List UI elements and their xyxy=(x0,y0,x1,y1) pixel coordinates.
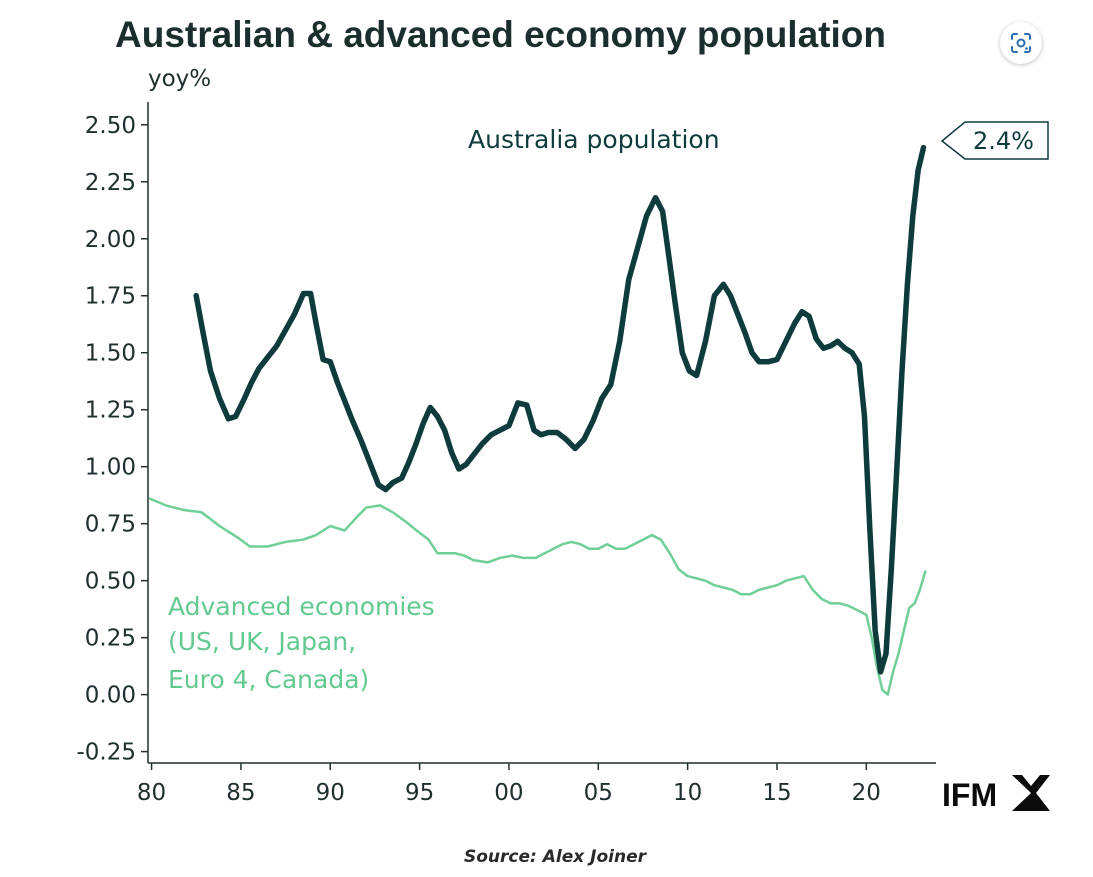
logo-text: IFM xyxy=(942,777,997,813)
callout-latest-value: 2.4% xyxy=(940,121,1049,160)
x-tick-label: 85 xyxy=(226,780,255,806)
series-label-advanced-line-2: (US, UK, Japan, xyxy=(168,627,356,656)
logo-mark-icon xyxy=(1012,775,1050,811)
y-axis-label: yoy% xyxy=(148,66,211,92)
source-note: Source: Alex Joiner xyxy=(464,847,648,867)
series-label-advanced-line-3: Euro 4, Canada) xyxy=(168,665,369,694)
x-tick-label: 05 xyxy=(584,780,613,806)
y-ticks: -0.25 0.00 0.25 0.50 0.75 1.00 1.25 1.50 1.75 2.0… xyxy=(76,113,148,766)
x-tick-label: 15 xyxy=(762,780,791,806)
y-tick-label: 2.25 xyxy=(85,170,136,196)
x-tick-label: 00 xyxy=(494,780,523,806)
series-layer xyxy=(148,144,927,696)
y-tick-label: 0.50 xyxy=(85,569,136,595)
y-tick-label: 0.25 xyxy=(85,626,136,652)
x-tick-label: 90 xyxy=(316,780,345,806)
callout-text: 2.4% xyxy=(973,127,1034,155)
y-tick-label: 1.00 xyxy=(85,455,136,481)
series-label-advanced: Advanced economies (US, UK, Japan, Euro … xyxy=(168,592,435,694)
series-label-australia: Australia population xyxy=(468,125,720,154)
y-tick-label: 1.50 xyxy=(85,341,136,367)
y-tick-label: 1.25 xyxy=(85,398,136,424)
y-tick-label: 0.00 xyxy=(85,683,136,709)
x-tick-label: 10 xyxy=(673,780,702,806)
x-tick-label: 80 xyxy=(137,780,166,806)
lens-icon xyxy=(1011,33,1031,53)
y-tick-label: 1.75 xyxy=(85,284,136,310)
series-label-advanced-line-1: Advanced economies xyxy=(168,592,435,621)
x-ticks: 80 85 90 95 00 05 10 15 20 xyxy=(137,763,881,806)
y-tick-label: 2.00 xyxy=(85,227,136,253)
y-tick-label: 0.75 xyxy=(85,512,136,538)
x-tick-label: 20 xyxy=(852,780,881,806)
y-tick-label: 2.50 xyxy=(85,113,136,139)
visual-search-button[interactable] xyxy=(1000,22,1042,64)
ifm-logo: IFM xyxy=(942,775,1050,813)
chart-title: Australian & advanced economy population xyxy=(115,14,886,55)
y-tick-label: -0.25 xyxy=(76,740,136,766)
x-tick-label: 95 xyxy=(405,780,434,806)
series-line-australia xyxy=(193,144,927,675)
series-line-advanced xyxy=(148,497,927,696)
